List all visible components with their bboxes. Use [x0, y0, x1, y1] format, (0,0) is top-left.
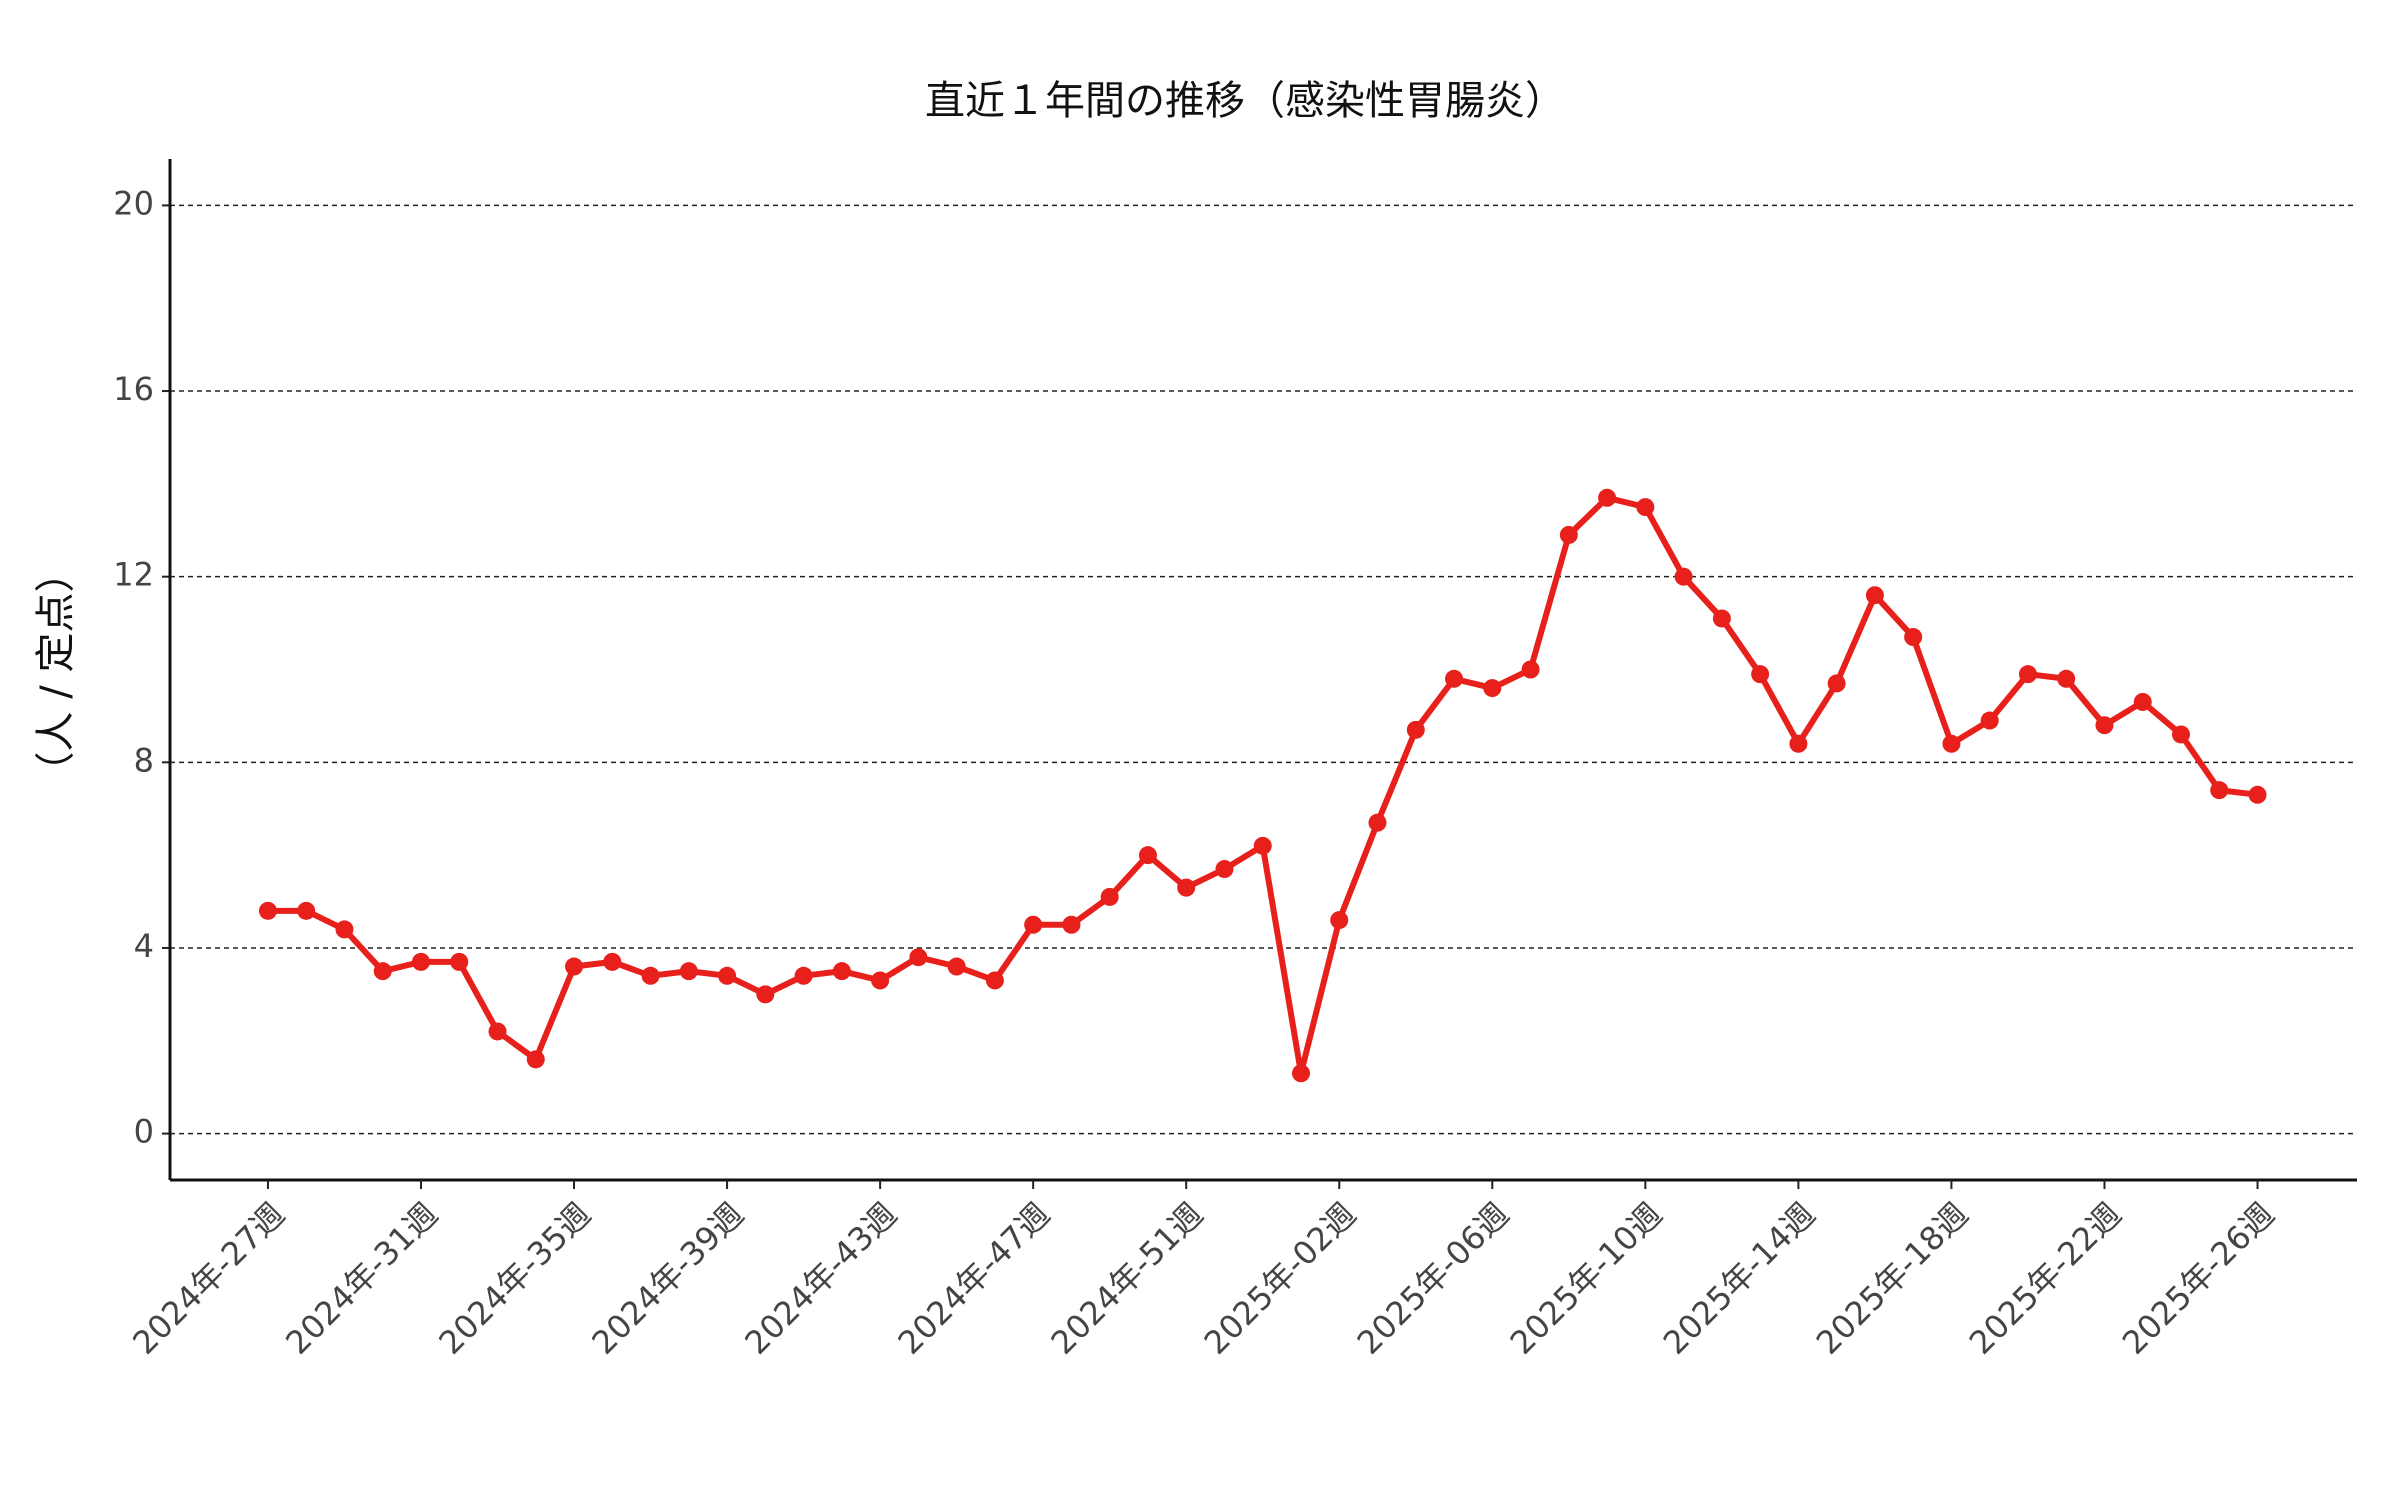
y-tick-label: 8: [134, 741, 154, 779]
x-tick-label: 2025年-10週: [1503, 1195, 1670, 1362]
point: [1368, 813, 1387, 832]
point: [1138, 846, 1157, 865]
point: [1942, 734, 1961, 753]
point: [565, 957, 584, 976]
point: [335, 920, 354, 939]
point: [909, 948, 928, 967]
point: [794, 966, 813, 985]
point: [1024, 915, 1043, 934]
point: [411, 952, 430, 971]
point: [488, 1022, 507, 1041]
point: [1291, 1064, 1310, 1083]
x-tick-label: 2024年-35週: [431, 1195, 598, 1362]
point: [1865, 586, 1884, 605]
point: [1904, 628, 1923, 647]
point: [1751, 665, 1770, 684]
x-tick-label: 2025年-14週: [1656, 1195, 1823, 1362]
x-tick-label: 2025年-22週: [1962, 1195, 2129, 1362]
point: [1483, 679, 1502, 698]
point: [297, 901, 316, 920]
x-tick-label: 2024年-31週: [278, 1195, 445, 1362]
x-tick-label: 2025年-02週: [1197, 1195, 1364, 1362]
point: [2133, 692, 2152, 711]
x-tick-label: 2025年-18週: [1809, 1195, 1976, 1362]
point: [1712, 609, 1731, 628]
point: [450, 952, 469, 971]
line: [267, 494, 2258, 1077]
point: [679, 962, 698, 981]
point: [2171, 725, 2190, 744]
point: [1789, 734, 1808, 753]
point: [871, 971, 890, 990]
point: [2057, 669, 2076, 688]
point: [1559, 525, 1578, 544]
point: [2210, 781, 2229, 800]
point: [1330, 911, 1349, 930]
point: [1177, 878, 1196, 897]
point: [1445, 669, 1464, 688]
point: [2248, 785, 2267, 804]
y-tick-label: 16: [113, 370, 154, 408]
x-tick-label: 2024年-39週: [584, 1195, 751, 1362]
x-tick-label: 2025年-26週: [2115, 1195, 2282, 1362]
y-tick-label: 0: [134, 1113, 154, 1151]
y-tick-label: 20: [113, 184, 154, 222]
point: [756, 985, 775, 1004]
x-tick-label: 2025年-06週: [1350, 1195, 1517, 1362]
point: [1598, 488, 1617, 507]
point: [373, 962, 392, 981]
chart-title: 直近１年間の推移（感染性胃腸炎）: [925, 78, 1565, 124]
point: [526, 1050, 545, 1069]
point: [718, 966, 737, 985]
y-tick-label: 4: [134, 927, 154, 965]
x-tick-label: 2024年-47週: [891, 1195, 1058, 1362]
point: [1062, 915, 1081, 934]
x-tick-label: 2024年-51週: [1044, 1195, 1211, 1362]
point: [2095, 716, 2114, 735]
point: [985, 971, 1004, 990]
point: [258, 901, 277, 920]
point: [832, 962, 851, 981]
x-tick-label: 2024年-27週: [125, 1195, 292, 1362]
point: [1521, 660, 1540, 679]
point: [641, 966, 660, 985]
point: [1980, 711, 1999, 730]
point: [1215, 860, 1234, 879]
point: [1827, 674, 1846, 693]
point: [1674, 567, 1693, 586]
point: [1406, 720, 1425, 739]
point: [1253, 836, 1272, 855]
point: [2018, 665, 2037, 684]
point: [1636, 498, 1655, 517]
x-tick-label: 2024年-43週: [737, 1195, 904, 1362]
y-tick-label: 12: [113, 556, 154, 594]
point: [1100, 887, 1119, 906]
point: [947, 957, 966, 976]
point: [603, 952, 622, 971]
y-axis-label: （人 / 定点）: [33, 553, 79, 792]
